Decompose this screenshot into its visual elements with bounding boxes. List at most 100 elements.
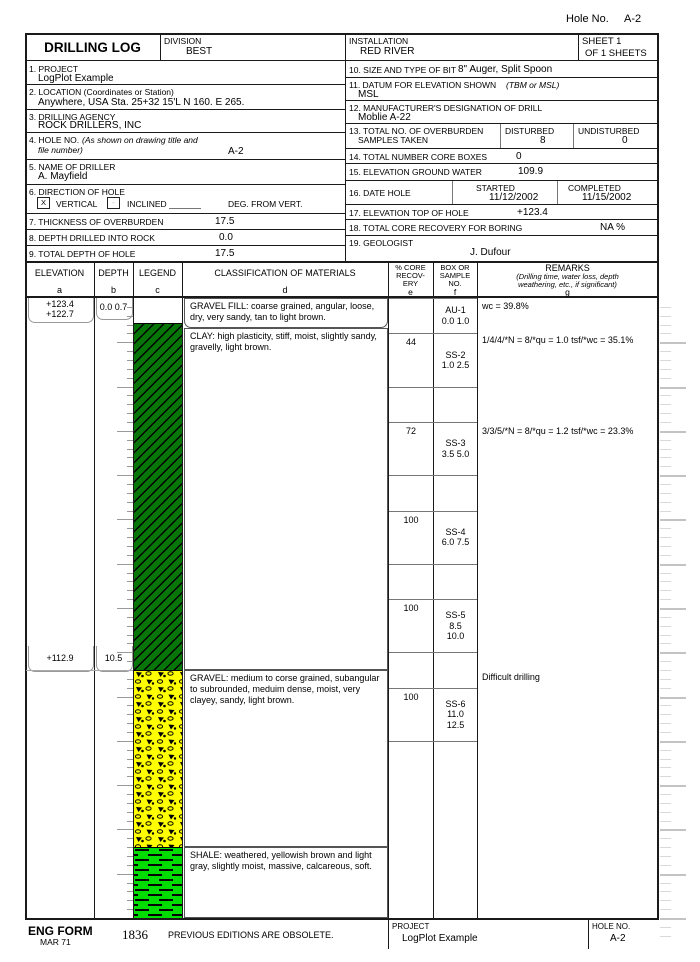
- depth-marker: 10.5: [104, 653, 123, 663]
- ruler-tick: [660, 448, 671, 450]
- datum-note: (TBM or MSL): [506, 80, 560, 90]
- ruler-tick: [660, 546, 671, 547]
- ruler-tick: [660, 838, 671, 840]
- legend-gravel-fill: [134, 670, 182, 848]
- ruler-tick: [660, 581, 671, 583]
- depth-tick: [117, 386, 133, 388]
- col-divider-f-g: [477, 262, 478, 918]
- depth-tick: [117, 696, 133, 698]
- remark-text: 1/4/4/*N = 8/*qu = 1.0 tsf/*wc = 35.1%: [482, 335, 634, 346]
- sample-grid-line: [389, 740, 477, 742]
- top-elevation-label: 17. ELEVATION TOP OF HOLE: [349, 208, 469, 218]
- depth-tick: [127, 891, 133, 893]
- col-letter-g: g: [565, 287, 570, 297]
- depth-tick: [127, 661, 133, 663]
- sample-depth: 11.0: [447, 709, 464, 719]
- sample-depth: 3.5 5.0: [441, 448, 470, 459]
- footer-project-label: PROJECT: [392, 922, 430, 931]
- sample-id: SS-5: [445, 610, 466, 620]
- col-title-core-1: % CORE: [395, 263, 426, 272]
- col-remarks-note-2: weathering, etc., if significant): [518, 280, 617, 289]
- inclined-checkbox[interactable]: -: [107, 197, 120, 209]
- footer-divider-1: [388, 920, 389, 949]
- col-divider-c-d: [182, 262, 183, 918]
- vertical-checkbox[interactable]: X: [37, 197, 50, 209]
- col-title-core-3: ERY: [402, 279, 419, 288]
- depth-tick: [127, 599, 133, 601]
- core-recovery-label: 18. TOTAL CORE RECOVERY FOR BORING: [349, 223, 523, 233]
- title-divider-2: [578, 33, 579, 61]
- sample-grid-line: [389, 510, 477, 512]
- col-letter-b: b: [110, 285, 116, 295]
- legend-shale-fill: [134, 847, 182, 919]
- obsolete-note: PREVIOUS EDITIONS ARE OBSOLETE.: [168, 930, 334, 940]
- depth-tick: [127, 546, 133, 547]
- layer-description-box: CLAY: high plasticity, stiff, moist, sli…: [184, 327, 388, 670]
- direction-label: 6. DIRECTION OF HOLE: [29, 187, 125, 197]
- layer-description-box: GRAVEL FILL: coarse grained, angular, lo…: [184, 298, 388, 328]
- row-line: [345, 77, 659, 78]
- col-title-box-1: BOX OR: [440, 263, 470, 272]
- column-header-bottom-line: [25, 296, 659, 298]
- datum-label: 11. DATUM FOR ELEVATION SHOWN: [349, 80, 497, 90]
- ruler-tick: [660, 670, 671, 671]
- depth-tick: [117, 740, 133, 742]
- depth-tick: [127, 404, 133, 406]
- depth-tick: [117, 475, 133, 477]
- ruler-tick: [660, 740, 686, 743]
- depth-tick: [117, 785, 133, 787]
- date-hole-label: 16. DATE HOLE: [349, 188, 411, 198]
- ruler-tick: [660, 625, 671, 627]
- form-title: DRILLING LOG: [44, 40, 141, 55]
- ruler-tick: [660, 351, 671, 353]
- ruler-tick: [660, 608, 686, 610]
- sample-grid-line: [389, 386, 477, 388]
- core-boxes-label: 14. TOTAL NUMBER CORE BOXES: [349, 152, 488, 162]
- depth-tick: [127, 351, 133, 353]
- depth-tick: [127, 732, 133, 733]
- disturbed-value: 8: [540, 135, 546, 146]
- ruler-tick: [660, 811, 671, 813]
- core-recovery-cell: 72: [405, 426, 416, 436]
- agency-label: 3. DRILLING AGENCY: [29, 112, 116, 122]
- sample-id: AU-1: [445, 305, 466, 316]
- border-top: [25, 33, 659, 35]
- sample-depth: 0.0 1.0: [441, 315, 470, 326]
- drill-label: 12. MANUFACTURER'S DESIGNATION OF DRILL: [349, 103, 543, 113]
- ruler-tick: [660, 501, 671, 503]
- mid-elevation-callout: [28, 646, 94, 672]
- col-title-elevation: ELEVATION: [34, 268, 85, 278]
- row-line: [25, 245, 345, 246]
- title-band-bottom-line: [25, 60, 659, 61]
- ruler-tick: [660, 847, 671, 849]
- depth-tick: [127, 315, 133, 317]
- sample-id: SS-3: [445, 438, 466, 449]
- depth-tick: [127, 510, 133, 512]
- ruler-tick: [660, 909, 671, 911]
- installation-label: INSTALLATION: [349, 36, 409, 46]
- depth-tick: [127, 723, 133, 725]
- ruler-tick: [660, 554, 671, 556]
- ruler-tick: [660, 776, 671, 778]
- sheet-number: SHEET 1: [582, 36, 622, 47]
- layer-boundary-line: [134, 670, 182, 671]
- drill-value: Moblie A-22: [358, 112, 411, 123]
- hole-note-1: (As shown on drawing title and: [82, 135, 198, 145]
- cell-divider: [500, 124, 501, 148]
- row-line: [345, 180, 659, 181]
- depth-tick: [127, 377, 133, 379]
- core-recovery-cell: 100: [403, 691, 419, 702]
- col-letter-c: c: [155, 285, 160, 295]
- row-line: [25, 159, 345, 160]
- col-remarks-note-1: (Drilling time, water loss, depth: [516, 272, 619, 281]
- col-letter-d: d: [282, 285, 288, 295]
- sample-grid-line: [389, 422, 477, 423]
- ruler-tick: [660, 457, 671, 459]
- overburden-label-1: 13. TOTAL NO. OF OVERBURDEN: [349, 126, 484, 136]
- agency-value: ROCK DRILLERS, INC: [38, 120, 142, 131]
- ruler-tick: [660, 802, 671, 804]
- depth-tick: [117, 519, 133, 521]
- bit-label: 10. SIZE AND TYPE OF BIT: [349, 65, 457, 75]
- row-line: [25, 109, 345, 110]
- bit-value: 8" Auger, Split Spoon: [458, 64, 553, 75]
